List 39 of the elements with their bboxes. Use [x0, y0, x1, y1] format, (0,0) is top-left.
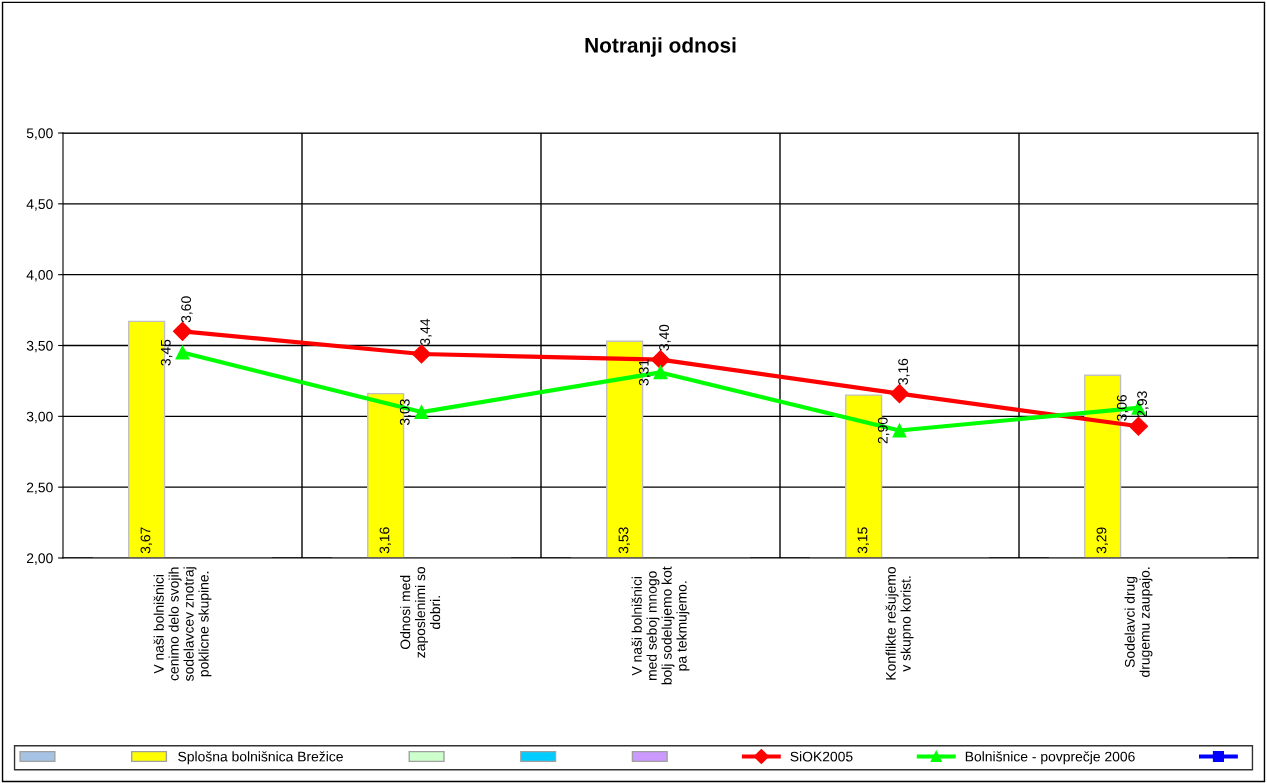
data-label: 3,06: [1116, 394, 1129, 421]
y-tick-label: 4,50: [26, 199, 53, 211]
data-label: 2,90: [877, 417, 890, 444]
legend-label: Bolnišnice - povprečje 2006: [965, 751, 1135, 765]
x-tick-label: Odnosi med zaposlenimi so dobri.: [400, 566, 441, 658]
x-tick-label: Konflikte rešujemo v skupno korist.: [885, 566, 914, 680]
data-label: 3,53: [618, 527, 631, 554]
x-tick-label: V naši bolnišnici med seboj mnogo bolj sodelujemo kot pa tekmujemo.: [631, 566, 690, 685]
y-tick-label: 4,00: [26, 270, 53, 282]
point: [889, 384, 910, 404]
data-label: 3,60: [181, 296, 193, 323]
x-tick-label: V naši bolnišnici cenimo delo svojih sodelavcev znotraj poklicne skupine.: [153, 567, 212, 681]
data-label: 3,15: [857, 527, 870, 554]
data-label: 3,03: [399, 399, 412, 426]
data-label: 3,67: [140, 527, 153, 554]
data-label: 3,31: [638, 359, 651, 386]
data-label: 3,45: [160, 339, 173, 366]
point: [175, 345, 190, 360]
point: [172, 321, 193, 341]
data-label: 3,16: [379, 527, 392, 554]
data-label: 3,16: [898, 358, 910, 385]
point: [411, 344, 432, 364]
legend-label: Splošna bolnišnica Brežice: [178, 751, 343, 765]
y-tick-label: 2,00: [26, 553, 53, 565]
data-label: 3,44: [420, 318, 432, 345]
chart-title: Notranji odnosi: [585, 37, 736, 57]
y-tick-label: 3,00: [26, 411, 53, 424]
y-tick-label: 3,50: [26, 340, 53, 353]
data-label: 3,29: [1096, 527, 1109, 554]
point: [892, 423, 907, 438]
x-tick-label: Sodelavci drug drugemu zaupajo.: [1124, 567, 1153, 677]
y-tick-label: 2,50: [26, 482, 53, 494]
point: [650, 350, 671, 370]
data-label: 2,93: [1137, 391, 1149, 418]
point: [653, 365, 668, 380]
point: [1128, 416, 1149, 436]
y-tick-label: 5,00: [26, 128, 53, 140]
point: [414, 405, 429, 420]
legend-label: SiOK2005: [790, 751, 853, 762]
